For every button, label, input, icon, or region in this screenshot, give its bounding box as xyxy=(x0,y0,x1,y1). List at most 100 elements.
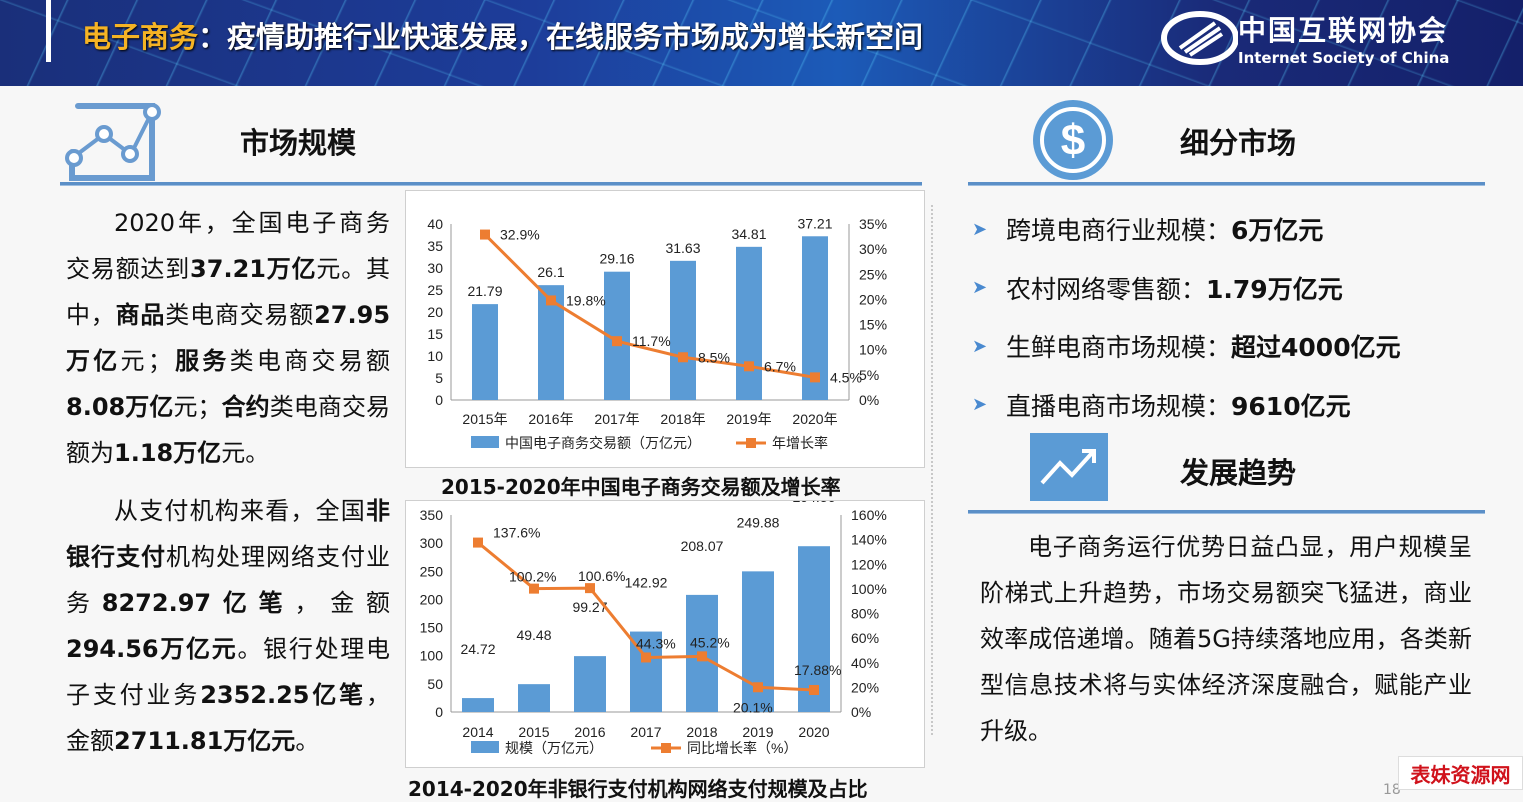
growth-point xyxy=(744,361,754,372)
growth-point xyxy=(753,682,763,693)
growth-point xyxy=(480,229,490,240)
x-tick-label: 2018年 xyxy=(660,411,705,427)
y2-tick-label: 140% xyxy=(851,532,887,548)
bar xyxy=(670,260,696,400)
arrow-bullet-icon: ➤ xyxy=(972,394,988,416)
y-tick-label: 15 xyxy=(427,326,443,342)
chart-nonbank-payments: 0 50 100 150 200 250 300 350 0% 20% 40% 60% 80% 100% 1… xyxy=(405,489,925,768)
y-tick-label: 100 xyxy=(420,648,444,664)
section-title-market-size: 市场规模 xyxy=(240,126,357,160)
paragraph-text: 类电商交易额 xyxy=(229,347,391,375)
bar-value-label: 29.16 xyxy=(599,251,634,267)
y-tick-label: 0 xyxy=(435,704,443,720)
legend-line-marker xyxy=(661,743,671,753)
legend-bar-label: 中国电子商务交易额（万亿元） xyxy=(505,435,701,451)
bar-value-label: 34.81 xyxy=(731,226,766,242)
section-title-trends: 发展趋势 xyxy=(1180,456,1297,490)
growth-point xyxy=(585,583,595,594)
bar-value-label: 21.79 xyxy=(467,283,502,299)
x-tick-label: 2014 xyxy=(462,724,493,740)
growth-label: 45.2% xyxy=(690,634,730,650)
y2-tick-label: 0% xyxy=(859,392,879,408)
y2-tick-label: 20% xyxy=(851,679,879,695)
highlight-figure: 非银行支付 xyxy=(66,497,390,571)
y-tick-label: 250 xyxy=(420,563,444,579)
growth-label: 6.7% xyxy=(764,358,796,374)
growth-label: 137.6% xyxy=(493,525,540,541)
bar-value-label: 37.21 xyxy=(797,215,832,231)
highlight-figure: 2711.81万亿元 xyxy=(114,727,296,755)
bar xyxy=(736,246,762,400)
growth-label: 100.2% xyxy=(509,569,556,585)
growth-point xyxy=(641,652,651,663)
bar xyxy=(462,698,494,712)
paragraph-text: ，金额 xyxy=(294,589,390,617)
y-tick-label: 30 xyxy=(427,260,443,276)
bar-value-label: 49.48 xyxy=(516,627,551,643)
market-size-paragraph-2: 从支付机构来看，全国非银行支付机构处理网络支付业务8272.97亿笔，金额294… xyxy=(66,488,390,764)
title-highlight: 电子商务 xyxy=(82,20,199,54)
bar-value-label: 294.56 xyxy=(793,501,836,505)
arrow-bullet-icon: ➤ xyxy=(972,335,988,357)
growth-point xyxy=(612,336,622,347)
x-tick-label: 2016 xyxy=(574,724,605,740)
segment-value: 6万亿元 xyxy=(1231,216,1324,246)
header-background xyxy=(0,0,1523,86)
arrow-bullet-icon: ➤ xyxy=(972,218,988,240)
y-tick-label: 150 xyxy=(420,620,444,636)
y-tick-label: 20 xyxy=(427,304,443,320)
growth-label: 4.5% xyxy=(830,369,862,385)
growth-point xyxy=(473,537,483,548)
segment-label: 跨境电商行业规模： xyxy=(1006,216,1232,246)
segment-label: 生鲜电商市场规模： xyxy=(1006,333,1232,363)
highlight-figure: 294.56万亿元 xyxy=(66,635,238,663)
y2-tick-label: 80% xyxy=(851,606,879,622)
section-title-segments: 细分市场 xyxy=(1180,126,1297,160)
bar-value-label: 26.1 xyxy=(537,264,564,280)
highlight-figure: 服务 xyxy=(171,347,230,375)
section-rule xyxy=(60,182,922,186)
highlight-figure: 2352.25亿笔 xyxy=(200,681,367,709)
y2-tick-label: 100% xyxy=(851,581,887,597)
paragraph-text: 元。其中， xyxy=(66,255,391,329)
segment-item: ➤ 直播电商市场规模： 9610亿元 xyxy=(972,376,1401,435)
y2-tick-label: 0% xyxy=(851,704,871,720)
growth-point xyxy=(529,583,539,594)
column-divider xyxy=(931,205,933,735)
bar xyxy=(798,546,830,712)
watermark: 表妹资源网 xyxy=(1398,756,1523,790)
bar xyxy=(518,684,550,712)
y-tick-label: 350 xyxy=(420,507,444,523)
highlight-figure: 合约 xyxy=(221,393,270,421)
x-tick-label: 2017 xyxy=(630,724,661,740)
segment-item: ➤ 跨境电商行业规模： 6万亿元 xyxy=(972,200,1401,259)
paragraph-text: 机构处理网络支付业务 xyxy=(66,543,390,617)
growth-point xyxy=(809,684,819,695)
y2-tick-label: 15% xyxy=(859,317,887,333)
title-text: ：疫情助推行业快速发展，在线服务市场成为增长新空间 xyxy=(198,20,924,54)
market-size-paragraph-1: 2020年，全国电子商务交易额达到37.21万亿元。其中，商品类电商交易额27.… xyxy=(66,200,390,476)
growth-label: 32.9% xyxy=(500,227,540,243)
segment-value: 1.79万亿元 xyxy=(1206,274,1343,304)
x-tick-label: 2019 xyxy=(742,724,773,740)
highlight-figure: 8.08万亿 xyxy=(66,393,174,421)
y-tick-label: 25 xyxy=(427,282,443,298)
x-tick-label: 2020 xyxy=(798,724,829,740)
y2-tick-label: 30% xyxy=(859,241,887,257)
y-tick-label: 300 xyxy=(420,535,444,551)
legend-bar-label: 规模（万亿元） xyxy=(505,740,603,756)
growth-label: 11.7% xyxy=(632,333,671,349)
paragraph-text: 。 xyxy=(295,727,320,755)
logo: 中国互联网协会 Internet Society of China xyxy=(1160,8,1449,68)
chart-2-caption: 2014-2020年非银行支付机构网络支付规模及占比 xyxy=(408,777,868,801)
y2-tick-label: 10% xyxy=(859,342,887,358)
trend-up-icon xyxy=(1030,433,1108,501)
bar xyxy=(574,656,606,712)
x-tick-label: 2016年 xyxy=(528,411,573,427)
highlight-figure: 8272.97亿笔 xyxy=(101,589,295,617)
paragraph-text: 元。 xyxy=(221,439,270,467)
growth-label: 17.88% xyxy=(794,662,841,678)
growth-line xyxy=(483,233,816,379)
y2-tick-label: 160% xyxy=(851,507,887,523)
growth-label: 100.6% xyxy=(578,568,625,584)
